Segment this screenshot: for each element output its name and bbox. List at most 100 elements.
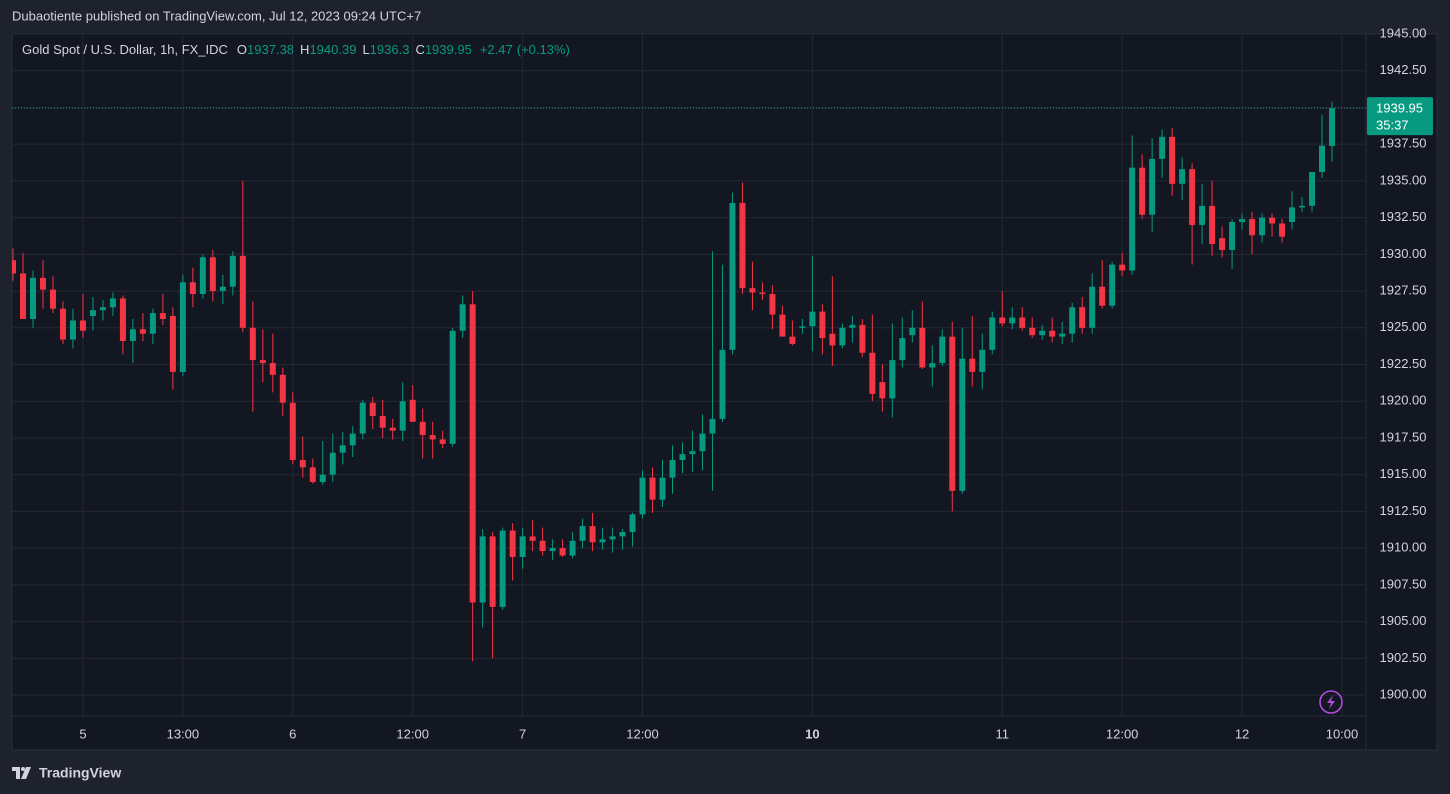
candle-body	[789, 336, 796, 344]
y-tick-label: 1927.50	[1380, 283, 1427, 298]
legend-ohlc-key: H	[300, 42, 309, 57]
x-tick-label: 12:00	[1106, 726, 1139, 741]
candle-body	[19, 273, 26, 319]
candle-body	[1079, 307, 1086, 328]
y-tick-label: 1902.50	[1380, 650, 1427, 665]
candle-body	[1289, 207, 1296, 223]
candle-body	[679, 454, 686, 461]
y-tick-label: 1937.50	[1380, 136, 1427, 151]
candle-body	[779, 314, 786, 337]
legend: Gold Spot / U.S. Dollar, 1h, FX_IDC O1937…	[22, 42, 570, 57]
candle-body	[329, 452, 336, 475]
candle-body	[1059, 333, 1066, 337]
candle-body	[269, 363, 276, 375]
candle-body	[339, 445, 346, 453]
candle-body	[209, 257, 216, 292]
candle-body	[389, 427, 396, 431]
candle-body	[1259, 217, 1266, 236]
legend-ohlc-value: 1937.38	[247, 42, 294, 57]
candle-body	[539, 540, 546, 552]
candle-body	[1129, 167, 1136, 271]
y-tick-label: 1907.50	[1380, 576, 1427, 591]
candle-body	[1009, 317, 1016, 324]
candle-body	[619, 531, 626, 537]
y-tick-label: 1920.00	[1380, 393, 1427, 408]
candle-body	[289, 402, 296, 461]
legend-ohlc-value: 1940.39	[309, 42, 356, 57]
x-tick-label: 10	[805, 726, 819, 741]
x-tick-label: 10:00	[1326, 726, 1359, 741]
candle-body	[299, 460, 306, 468]
candle-body	[239, 255, 246, 328]
candle-body	[1309, 172, 1316, 206]
candle-body	[1149, 158, 1156, 215]
candle-body	[229, 255, 236, 287]
candle-body	[709, 418, 716, 434]
candle-body	[559, 548, 566, 556]
candle-body	[1329, 108, 1335, 146]
x-tick-label: 6	[289, 726, 296, 741]
candle-body	[1119, 264, 1126, 271]
candle-body	[399, 401, 406, 431]
candle-body	[949, 336, 956, 491]
candle-body	[669, 460, 676, 478]
candle-body	[109, 298, 116, 308]
candle-body	[69, 320, 76, 340]
y-tick-label: 1935.00	[1380, 172, 1427, 187]
candle-body	[349, 433, 356, 446]
legend-ohlc-value: 1936.3	[370, 42, 410, 57]
candle-body	[179, 282, 186, 372]
x-tick-label: 13:00	[167, 726, 200, 741]
candle-body	[939, 336, 946, 364]
candle-body	[1199, 205, 1206, 225]
candle-body	[199, 257, 206, 295]
candle-body	[1159, 136, 1166, 159]
candle-body	[1299, 205, 1306, 208]
candle-body	[1179, 169, 1186, 184]
candle-body	[589, 526, 596, 543]
candle-body	[1049, 330, 1056, 337]
candle-body	[999, 317, 1006, 324]
candle-body	[889, 360, 896, 399]
candle-body	[479, 536, 486, 603]
candle-body	[599, 539, 606, 543]
legend-change-pct: (+0.13%)	[517, 42, 570, 57]
candle-body	[59, 308, 66, 340]
y-tick-label: 1922.50	[1380, 356, 1427, 371]
alert-bolt	[1327, 695, 1335, 709]
candle-body	[99, 307, 106, 311]
candle-body	[629, 514, 636, 532]
y-tick-label: 1905.00	[1380, 613, 1427, 628]
candle-body	[849, 324, 856, 328]
candle-body	[379, 415, 386, 428]
y-tick-label: 1912.50	[1380, 503, 1427, 518]
candle-body	[969, 358, 976, 372]
candle-body	[719, 349, 726, 419]
candle-body	[1099, 286, 1106, 306]
candle-body	[1279, 223, 1286, 237]
candle-body	[449, 330, 456, 444]
legend-ohlc-key: C	[415, 42, 424, 57]
candle-body	[319, 474, 326, 483]
candle-body	[12, 260, 16, 274]
candle-body	[799, 326, 806, 328]
candle-body	[439, 439, 446, 444]
alert-icon[interactable]	[1319, 690, 1343, 714]
candle-body	[1189, 169, 1196, 225]
candle-body	[509, 530, 516, 557]
candle-body	[569, 540, 576, 556]
x-tick-label: 7	[519, 726, 526, 741]
candle-body	[1029, 327, 1036, 336]
candle-body	[1169, 136, 1176, 184]
candle-body	[139, 329, 146, 334]
candle-body	[409, 399, 416, 422]
x-tick-label: 11	[996, 726, 1010, 741]
candle-body	[279, 374, 286, 403]
candle-body	[579, 526, 586, 541]
candle-body	[1139, 167, 1146, 215]
last-price-box	[1367, 97, 1433, 136]
candle-body	[759, 292, 766, 295]
y-tick-label: 1915.00	[1380, 466, 1427, 481]
y-tick-label: 1900.00	[1380, 686, 1427, 701]
candle-body	[159, 313, 166, 319]
